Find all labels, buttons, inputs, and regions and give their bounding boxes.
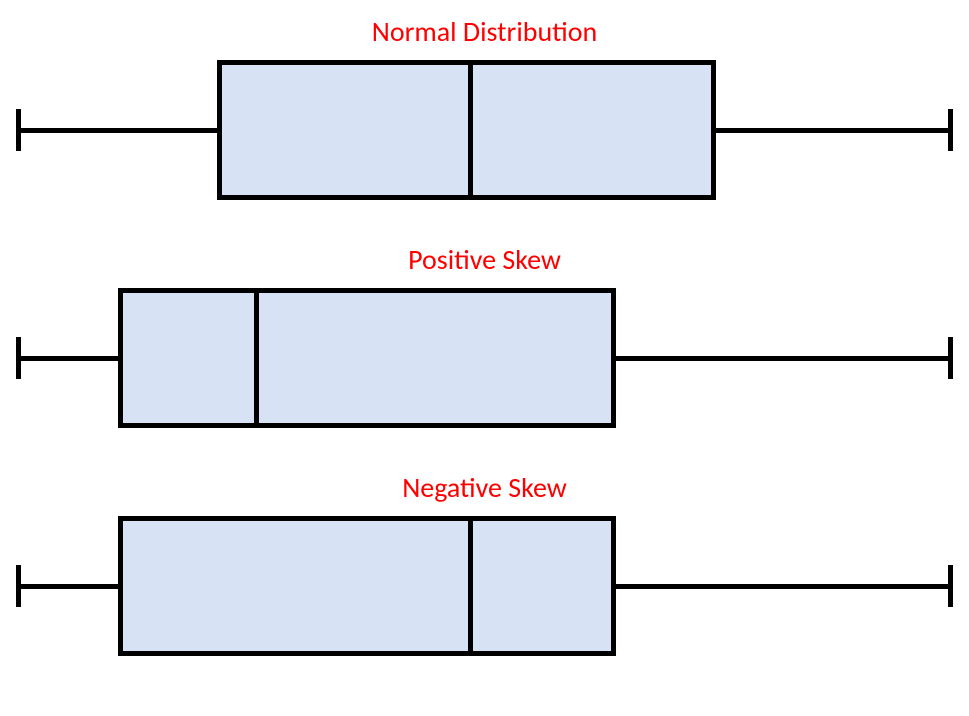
whisker-left bbox=[16, 584, 118, 589]
whisker-right bbox=[716, 128, 953, 133]
iqr-box bbox=[217, 60, 716, 200]
whisker-right bbox=[616, 584, 953, 589]
median-line bbox=[468, 516, 473, 656]
whisker-right bbox=[616, 356, 953, 361]
whisker-left bbox=[16, 356, 118, 361]
whisker-left bbox=[16, 128, 217, 133]
boxplot-positive-skew bbox=[0, 288, 969, 428]
median-line bbox=[468, 60, 473, 200]
boxplot-normal bbox=[0, 60, 969, 200]
plot-title-positive-skew: Positive Skew bbox=[0, 242, 969, 277]
boxplot-negative-skew bbox=[0, 516, 969, 656]
iqr-box bbox=[118, 516, 616, 656]
plot-title-normal: Normal Distribution bbox=[0, 14, 969, 49]
iqr-box bbox=[118, 288, 616, 428]
plot-title-negative-skew: Negative Skew bbox=[0, 470, 969, 505]
median-line bbox=[254, 288, 259, 428]
diagram-canvas: Normal Distribution Positive Skew Negative… bbox=[0, 0, 969, 716]
